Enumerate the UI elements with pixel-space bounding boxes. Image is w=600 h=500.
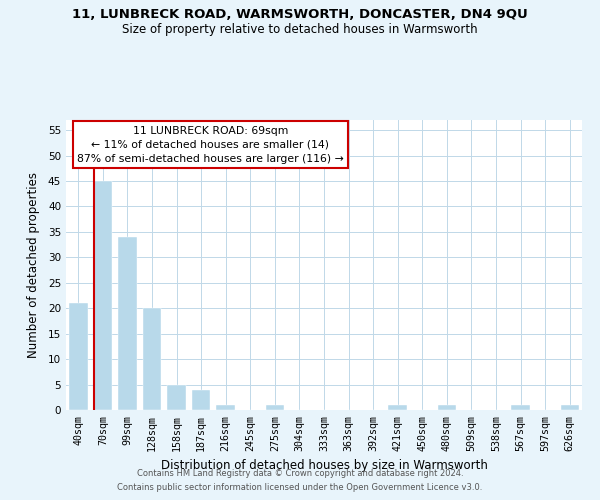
Bar xyxy=(192,390,211,410)
Text: Contains HM Land Registry data © Crown copyright and database right 2024.: Contains HM Land Registry data © Crown c… xyxy=(137,468,463,477)
Bar xyxy=(266,405,284,410)
Bar xyxy=(167,384,186,410)
X-axis label: Distribution of detached houses by size in Warmsworth: Distribution of detached houses by size … xyxy=(161,459,487,472)
Bar xyxy=(69,303,88,410)
Bar xyxy=(511,405,530,410)
Text: Contains public sector information licensed under the Open Government Licence v3: Contains public sector information licen… xyxy=(118,484,482,492)
Bar xyxy=(118,237,137,410)
Bar xyxy=(389,405,407,410)
Text: Size of property relative to detached houses in Warmsworth: Size of property relative to detached ho… xyxy=(122,22,478,36)
Bar xyxy=(143,308,161,410)
Bar xyxy=(94,181,112,410)
Text: 11, LUNBRECK ROAD, WARMSWORTH, DONCASTER, DN4 9QU: 11, LUNBRECK ROAD, WARMSWORTH, DONCASTER… xyxy=(72,8,528,20)
Bar xyxy=(560,405,579,410)
Bar xyxy=(217,405,235,410)
Bar xyxy=(437,405,456,410)
Text: 11 LUNBRECK ROAD: 69sqm
← 11% of detached houses are smaller (14)
87% of semi-de: 11 LUNBRECK ROAD: 69sqm ← 11% of detache… xyxy=(77,126,344,164)
Y-axis label: Number of detached properties: Number of detached properties xyxy=(26,172,40,358)
